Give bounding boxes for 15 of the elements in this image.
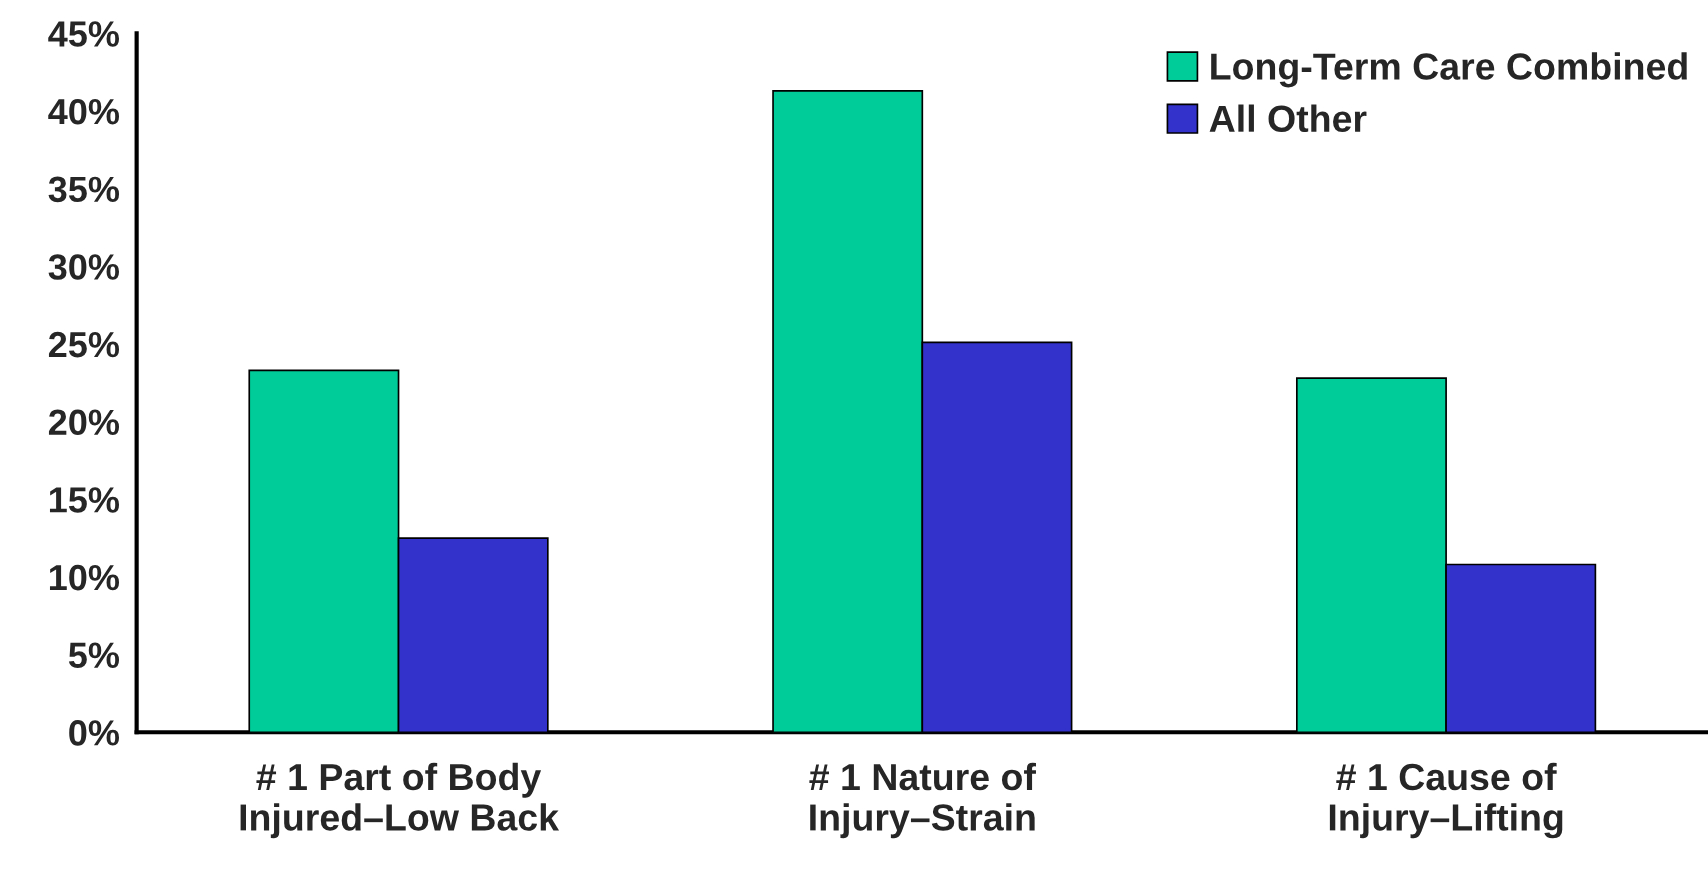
y-tick-label: 30% <box>48 254 120 280</box>
y-tick-label: 20% <box>48 409 120 436</box>
y-tick-label: 35% <box>48 176 120 203</box>
y-tick-label: 25% <box>48 331 120 358</box>
x-tick-label: # 1 Nature of Injury–Strain <box>809 762 1036 839</box>
y-tick-label: 10% <box>49 564 120 591</box>
y-tick-label: 40% <box>48 98 120 125</box>
legend-label: Long-Term Care Combined <box>1211 52 1687 88</box>
y-tick-label: 0% <box>69 720 120 746</box>
x-tick-label: # 1 Part of Body Injured–Low Back <box>240 762 560 839</box>
x-tick-label: # 1 Cause of Injury–Lifting <box>1329 762 1563 839</box>
y-tick-label: 15% <box>49 487 120 513</box>
legend-label: All Other <box>1209 104 1367 133</box>
y-tick-label: 45% <box>48 21 120 47</box>
y-tick-label: 5% <box>68 642 120 669</box>
